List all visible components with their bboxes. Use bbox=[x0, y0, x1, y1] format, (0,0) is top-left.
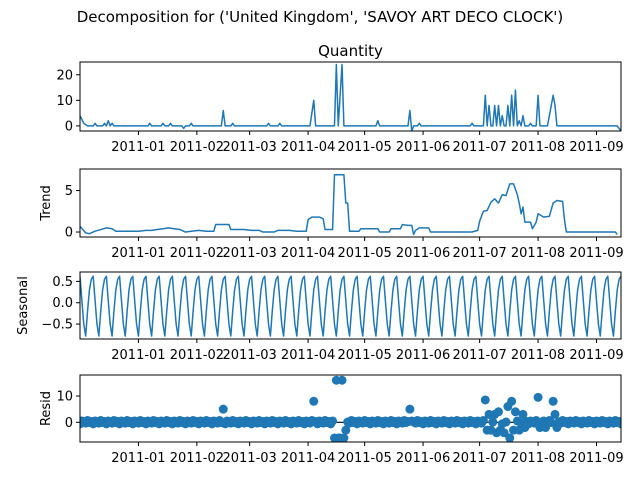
resid-point bbox=[505, 433, 515, 442]
trend-axes-frame bbox=[79, 168, 622, 238]
figure-suptitle: Decomposition for ('United Kingdom', 'SA… bbox=[77, 8, 564, 26]
trend-xtick-label: 2011-01 bbox=[111, 246, 165, 261]
seasonal-xtick-label: 2011-04 bbox=[281, 348, 335, 363]
resid-series-group bbox=[80, 375, 621, 442]
seasonal-xtick-label: 2011-09 bbox=[569, 348, 623, 363]
resid-xtick-label: 2011-07 bbox=[452, 451, 506, 466]
resid-point bbox=[550, 409, 560, 419]
trend-xtick-label: 2011-07 bbox=[452, 246, 506, 261]
seasonal-series-group bbox=[80, 275, 621, 337]
seasonal-ytick-label: 0.5 bbox=[52, 275, 73, 290]
seasonal-ylabel: Seasonal bbox=[16, 276, 31, 335]
resid-point bbox=[339, 433, 349, 442]
resid-xtick-label: 2011-04 bbox=[281, 451, 335, 466]
resid-point bbox=[478, 415, 488, 425]
trend-xtick-label: 2011-05 bbox=[337, 246, 391, 261]
seasonal-xtick-label: 2011-01 bbox=[111, 348, 165, 363]
resid-xtick-label: 2011-08 bbox=[511, 451, 565, 466]
quantity-xtick-label: 2011-04 bbox=[281, 140, 335, 155]
resid-ylabel: Resid bbox=[39, 391, 54, 426]
resid-point bbox=[405, 404, 415, 414]
trend-ytick-label: 5 bbox=[65, 184, 73, 199]
resid-xtick-label: 2011-01 bbox=[111, 451, 165, 466]
trend-series-line bbox=[80, 174, 618, 236]
resid-xtick-label: 2011-02 bbox=[170, 451, 224, 466]
trend-xtick-label: 2011-09 bbox=[569, 246, 623, 261]
resid-point bbox=[548, 396, 558, 406]
resid-point bbox=[510, 407, 520, 417]
quantity-ytick-label: 10 bbox=[56, 94, 73, 109]
quantity-panel-title: Quantity bbox=[318, 42, 383, 60]
quantity-series-group bbox=[80, 63, 621, 131]
quantity-ytick-label: 20 bbox=[56, 68, 73, 83]
resid-xtick-label: 2011-03 bbox=[222, 451, 276, 466]
quantity-xtick-label: 2011-07 bbox=[452, 140, 506, 155]
trend-xtick-label: 2011-02 bbox=[170, 246, 224, 261]
trend-series-group bbox=[80, 174, 618, 236]
resid-point bbox=[341, 425, 351, 435]
resid-xtick-label: 2011-09 bbox=[569, 451, 623, 466]
trend-xtick-label: 2011-06 bbox=[396, 246, 450, 261]
resid-point bbox=[518, 409, 528, 419]
resid-point bbox=[328, 416, 338, 426]
resid-ytick-label: 10 bbox=[56, 390, 73, 405]
resid-point bbox=[480, 395, 490, 405]
trend-ytick-label: 0 bbox=[65, 226, 73, 241]
resid-point bbox=[309, 396, 319, 406]
resid-axes-frame bbox=[79, 374, 622, 443]
quantity-xtick-label: 2011-08 bbox=[511, 140, 565, 155]
resid-xtick-label: 2011-05 bbox=[337, 451, 391, 466]
quantity-xtick-label: 2011-09 bbox=[569, 140, 623, 155]
resid-point bbox=[499, 428, 509, 438]
quantity-axes-frame bbox=[79, 61, 622, 132]
resid-point bbox=[616, 419, 621, 429]
resid-point bbox=[507, 396, 517, 406]
resid-point bbox=[501, 417, 511, 427]
quantity-xtick-label: 2011-03 bbox=[222, 140, 276, 155]
quantity-series-line bbox=[80, 63, 621, 131]
seasonal-xtick-label: 2011-07 bbox=[452, 348, 506, 363]
resid-xtick-label: 2011-06 bbox=[396, 451, 450, 466]
trend-xtick-label: 2011-03 bbox=[222, 246, 276, 261]
trend-xtick-label: 2011-04 bbox=[281, 246, 335, 261]
resid-ytick-label: 0 bbox=[65, 416, 73, 431]
seasonal-series-line bbox=[80, 275, 621, 337]
seasonal-axes-frame bbox=[79, 271, 622, 340]
seasonal-xtick-label: 2011-05 bbox=[337, 348, 391, 363]
trend-ylabel: Trend bbox=[39, 185, 54, 222]
seasonal-xtick-label: 2011-02 bbox=[170, 348, 224, 363]
resid-point bbox=[218, 404, 228, 414]
quantity-xtick-label: 2011-06 bbox=[396, 140, 450, 155]
quantity-ytick-label: 0 bbox=[65, 119, 73, 134]
resid-point bbox=[488, 417, 498, 427]
quantity-xtick-label: 2011-02 bbox=[170, 140, 224, 155]
resid-point bbox=[493, 407, 503, 417]
seasonal-xtick-label: 2011-03 bbox=[222, 348, 276, 363]
resid-point bbox=[533, 392, 543, 402]
resid-point bbox=[337, 375, 347, 385]
seasonal-ytick-label: −0.5 bbox=[41, 318, 73, 333]
seasonal-ytick-label: 0.0 bbox=[52, 296, 73, 311]
seasonal-xtick-label: 2011-06 bbox=[396, 348, 450, 363]
quantity-xtick-label: 2011-05 bbox=[337, 140, 391, 155]
quantity-xtick-label: 2011-01 bbox=[111, 140, 165, 155]
seasonal-xtick-label: 2011-08 bbox=[511, 348, 565, 363]
trend-xtick-label: 2011-08 bbox=[511, 246, 565, 261]
